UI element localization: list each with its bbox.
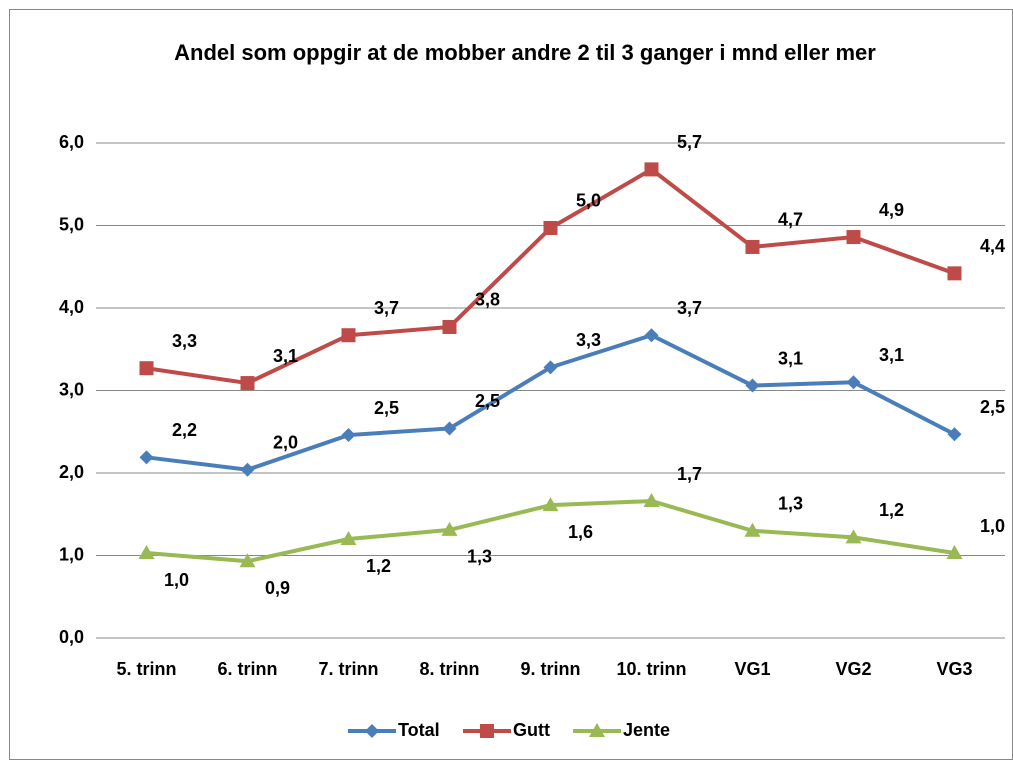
data-point bbox=[643, 493, 660, 508]
x-tick-label: VG2 bbox=[835, 659, 871, 679]
data-label: 1,3 bbox=[467, 547, 492, 567]
data-label: 1,7 bbox=[677, 464, 702, 484]
data-label: 0,9 bbox=[265, 578, 290, 598]
data-point bbox=[341, 328, 356, 343]
data-point bbox=[543, 360, 558, 375]
data-label: 2,5 bbox=[475, 391, 500, 411]
data-point bbox=[947, 266, 962, 281]
data-point bbox=[946, 545, 963, 560]
x-tick-label: 5. trinn bbox=[116, 659, 176, 679]
legend-label: Jente bbox=[623, 720, 670, 740]
series-line bbox=[146, 166, 956, 386]
data-label: 1,0 bbox=[980, 516, 1005, 536]
data-label: 3,1 bbox=[273, 346, 298, 366]
series-line bbox=[146, 333, 956, 472]
y-tick-label: 1,0 bbox=[59, 544, 84, 564]
data-label: 1,6 bbox=[568, 522, 593, 542]
data-point bbox=[947, 427, 962, 442]
data-label: 2,0 bbox=[273, 432, 298, 452]
data-point bbox=[543, 220, 558, 235]
data-point bbox=[846, 375, 861, 390]
data-label: 1,2 bbox=[879, 500, 904, 520]
legend-marker bbox=[365, 724, 379, 738]
data-point bbox=[341, 428, 356, 443]
y-tick-label: 6,0 bbox=[59, 132, 84, 152]
data-point bbox=[744, 522, 761, 537]
data-label: 1,0 bbox=[164, 570, 189, 590]
y-tick-label: 0,0 bbox=[59, 627, 84, 647]
data-label: 3,7 bbox=[374, 298, 399, 318]
data-point bbox=[644, 162, 659, 177]
y-tick-label: 2,0 bbox=[59, 462, 84, 482]
y-tick-label: 5,0 bbox=[59, 214, 84, 234]
data-point bbox=[442, 319, 457, 334]
data-point bbox=[745, 378, 760, 393]
legend-marker bbox=[589, 723, 605, 737]
data-point bbox=[442, 421, 457, 436]
y-tick-label: 4,0 bbox=[59, 297, 84, 317]
chart-title: Andel som oppgir at de mobber andre 2 ti… bbox=[174, 40, 876, 65]
y-tick-label: 3,0 bbox=[59, 379, 84, 399]
data-label: 3,3 bbox=[172, 331, 197, 351]
data-label: 3,1 bbox=[879, 345, 904, 365]
data-point bbox=[846, 230, 861, 245]
x-tick-label: VG1 bbox=[734, 659, 770, 679]
data-point bbox=[240, 376, 255, 391]
data-point bbox=[340, 531, 357, 545]
data-point bbox=[745, 239, 760, 254]
x-tick-label: 10. trinn bbox=[616, 659, 686, 679]
data-label: 3,3 bbox=[576, 330, 601, 350]
data-point bbox=[138, 545, 155, 560]
data-label: 1,2 bbox=[366, 556, 391, 576]
data-label: 4,7 bbox=[778, 210, 803, 230]
x-tick-label: VG3 bbox=[936, 659, 972, 679]
legend-label: Total bbox=[398, 720, 440, 740]
data-point bbox=[644, 328, 659, 343]
legend-label: Gutt bbox=[513, 720, 550, 740]
x-tick-label: 7. trinn bbox=[318, 659, 378, 679]
data-label: 1,3 bbox=[778, 494, 803, 514]
legend-marker bbox=[480, 724, 494, 738]
data-point bbox=[845, 529, 862, 544]
data-point bbox=[441, 521, 458, 536]
data-label: 2,5 bbox=[980, 397, 1005, 417]
data-label: 3,7 bbox=[677, 298, 702, 318]
x-tick-label: 8. trinn bbox=[419, 659, 479, 679]
data-point bbox=[240, 462, 255, 477]
data-label: 4,4 bbox=[980, 236, 1005, 256]
data-label: 5,0 bbox=[576, 191, 601, 211]
x-tick-label: 6. trinn bbox=[217, 659, 277, 679]
data-label: 2,5 bbox=[374, 398, 399, 418]
data-point bbox=[542, 497, 559, 512]
data-point bbox=[239, 553, 256, 568]
data-label: 4,9 bbox=[879, 200, 904, 220]
data-label: 2,2 bbox=[172, 420, 197, 440]
x-tick-label: 9. trinn bbox=[520, 659, 580, 679]
data-point bbox=[139, 361, 154, 376]
data-label: 5,7 bbox=[677, 132, 702, 152]
data-point bbox=[139, 450, 154, 465]
data-label: 3,1 bbox=[778, 348, 803, 368]
data-label: 3,8 bbox=[475, 290, 500, 310]
